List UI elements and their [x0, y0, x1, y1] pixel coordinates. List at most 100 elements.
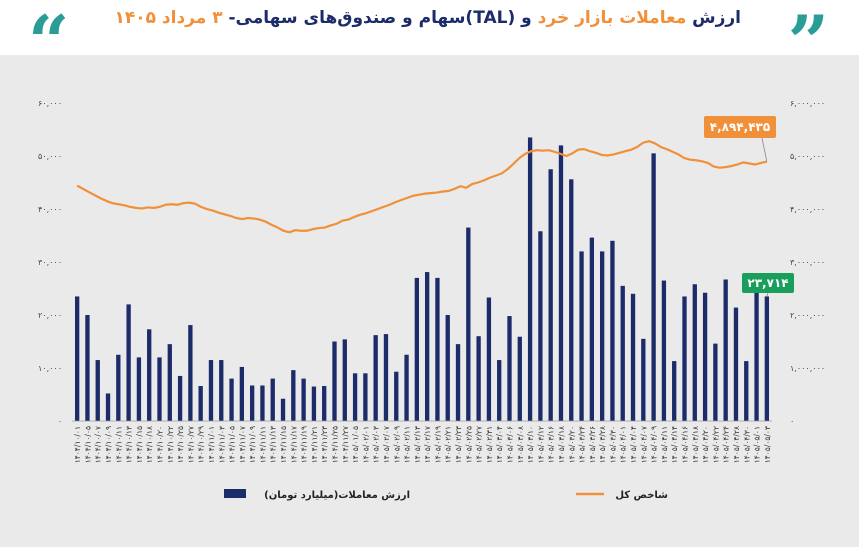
x-tick-label: ۱۴۰۵/۰۳/۱۸ — [557, 426, 566, 463]
x-tick-label: ۱۴۰۵/۰۴/۰۱ — [619, 426, 628, 463]
bar — [352, 373, 358, 421]
x-tick-label: ۱۴۰۵/۰۴/۱۶ — [681, 426, 690, 463]
x-tick-label: ۱۴۰۵/۰۵/۰۱ — [753, 426, 762, 463]
x-tick-label: ۱۴۰۴/۱۰/۰۷ — [94, 426, 103, 463]
x-tick-label: ۱۴۰۵/۰۴/۲۸ — [732, 426, 741, 463]
bar-callout-box — [742, 273, 794, 293]
bar — [610, 240, 615, 421]
x-tick-label: ۱۴۰۵/۰۴/۰۴ — [629, 426, 638, 463]
right-tick-label: ۳,۰۰۰,۰۰۰ — [790, 258, 825, 267]
bar — [744, 361, 749, 421]
right-axis: ۰ ۱,۰۰۰,۰۰۰ ۲,۰۰۰,۰۰۰ ۳,۰۰۰,۰۰۰ ۴,۰۰۰,۰۰۰ ۵,۰… — [790, 99, 825, 426]
x-tick-label: ۱۴۰۴/۱۱/۲۳ — [320, 426, 329, 463]
x-tick-label: ۱۴۰۴/۱۱/۰۹ — [248, 426, 257, 463]
bar — [414, 277, 420, 421]
x-tick-label: ۱۴۰۴/۱۰/۰۹ — [104, 426, 113, 463]
bar — [713, 343, 718, 421]
x-tick-label: ۱۴۰۵/۰۳/۱۲ — [536, 426, 545, 463]
bar — [620, 285, 625, 421]
bar — [157, 357, 162, 421]
right-tick-label: ۰ — [790, 417, 794, 426]
header: “ ارزش معاملات بازار خرد و (TAL)سهام و ص… — [0, 0, 859, 52]
x-tick-label: ۱۴۰۴/۱۰/۱۵ — [135, 426, 144, 463]
bar — [661, 280, 667, 421]
bar-callout-label: ۲۳,۷۱۴ — [747, 276, 788, 290]
left-tick-label: ۱۰,۰۰۰ — [38, 364, 62, 373]
bar — [167, 344, 172, 421]
x-tick-label: ۱۴۰۵/۰۲/۲۵ — [464, 426, 473, 463]
x-tick-label: ۱۴۰۵/۰۳/۰۶ — [506, 426, 515, 463]
chart: ۰ ۱۰,۰۰۰ ۲۰,۰۰۰ ۳۰,۰۰۰ ۴۰,۰۰۰ ۵۰,۰۰۰ ۶۰,۰۰۰ ۰ ۱… — [38, 99, 825, 501]
x-tick-label: ۱۴۰۵/۰۲/۱۷ — [423, 426, 432, 463]
bar — [383, 334, 389, 421]
bar — [548, 169, 553, 421]
x-tick-label: ۱۴۰۵/۰۵/۰۳ — [763, 426, 772, 463]
bar — [517, 336, 522, 421]
x-tick-label: ۱۴۰۵/۰۳/۲۶ — [588, 426, 597, 463]
legend: ارزش معاملات(میلیارد تومان) شاخص کل — [224, 489, 668, 501]
bar — [291, 370, 296, 421]
bar — [764, 296, 770, 421]
x-tick-label: ۱۴۰۴/۱۱/۱۵ — [279, 426, 288, 463]
bar-callout-leader — [766, 292, 769, 297]
bar — [322, 386, 327, 421]
bar — [486, 297, 492, 421]
bar — [589, 237, 595, 421]
bar — [177, 375, 183, 421]
bar — [373, 335, 378, 421]
bar — [229, 378, 234, 421]
x-tick-label: ۱۴۰۵/۰۳/۲۸ — [598, 426, 607, 463]
right-tick-label: ۵,۰۰۰,۰۰۰ — [790, 152, 825, 161]
x-tick-label: ۱۴۰۵/۰۴/۲۰ — [701, 426, 710, 463]
x-tick-label: ۱۴۰۴/۱۰/۰۱ — [73, 426, 82, 463]
legend-bar-label: ارزش معاملات(میلیارد تومان) — [264, 490, 410, 501]
index-callout-leader — [761, 137, 768, 162]
x-tick-label: ۱۴۰۵/۰۳/۳۰ — [608, 426, 617, 463]
x-tick-label: ۱۴۰۴/۱۱/۱۱ — [258, 426, 267, 463]
left-tick-label: ۰ — [58, 417, 62, 426]
bar — [105, 393, 111, 421]
bar — [301, 378, 306, 421]
bar — [630, 293, 636, 421]
bar — [188, 325, 193, 421]
x-tick-label: ۱۴۰۵/۰۴/۱۸ — [691, 426, 700, 463]
index-line-series — [76, 140, 768, 234]
bar — [702, 292, 708, 421]
bar — [363, 373, 368, 421]
bar — [733, 307, 739, 421]
bar — [85, 315, 90, 421]
bar — [116, 354, 121, 421]
bar — [558, 145, 564, 421]
x-tick-label: ۱۴۰۵/۰۳/۱۶ — [547, 426, 556, 463]
x-tick-label: ۱۴۰۴/۱۰/۲۵ — [176, 426, 185, 463]
x-tick-label: ۱۴۰۵/۰۱/۰۵ — [351, 426, 360, 463]
x-tick-label: ۱۴۰۵/۰۲/۳۱ — [485, 426, 494, 463]
left-tick-label: ۵۰,۰۰۰ — [38, 152, 62, 161]
x-tick-label: ۱۴۰۴/۱۰/۱۸ — [145, 426, 154, 463]
bar — [424, 272, 430, 421]
title-part-2: معاملات بازار خرد — [537, 8, 687, 28]
x-tick-label: ۱۴۰۵/۰۴/۱۴ — [670, 426, 679, 463]
x-tick-label: ۱۴۰۵/۰۲/۰۹ — [392, 426, 401, 463]
right-tick-label: ۱,۰۰۰,۰۰۰ — [790, 364, 825, 373]
x-tick-label: ۱۴۰۵/۰۴/۲۲ — [711, 426, 720, 463]
x-tick-label: ۱۴۰۵/۰۴/۱۱ — [660, 426, 669, 463]
bar — [723, 279, 728, 421]
bar — [342, 339, 347, 421]
bar — [147, 329, 152, 421]
bar — [497, 360, 502, 421]
title-part-3: و (TAL)سهام و صندوق‌های سهامی- — [222, 8, 538, 28]
chart-panel: ۰ ۱۰,۰۰۰ ۲۰,۰۰۰ ۳۰,۰۰۰ ۴۰,۰۰۰ ۵۰,۰۰۰ ۶۰,۰۰۰ ۰ ۱… — [0, 55, 859, 547]
x-tick-label: ۱۴۰۴/۱۱/۰۱ — [207, 426, 216, 463]
bar — [692, 284, 697, 421]
x-tick-label: ۱۴۰۴/۱۱/۰۵ — [228, 426, 237, 463]
x-tick-label: ۱۴۰۴/۱۱/۰۷ — [238, 426, 247, 463]
bar — [126, 304, 131, 421]
legend-line-label: شاخص کل — [615, 490, 668, 501]
bar — [260, 385, 265, 421]
x-tick-label: ۱۴۰۴/۱۱/۱۹ — [300, 426, 309, 463]
x-tick-label: ۱۴۰۵/۰۲/۲۷ — [475, 426, 484, 463]
bar — [445, 315, 450, 421]
x-tick-label: ۱۴۰۵/۰۲/۰۷ — [382, 426, 391, 463]
left-tick-label: ۳۰,۰۰۰ — [38, 258, 62, 267]
